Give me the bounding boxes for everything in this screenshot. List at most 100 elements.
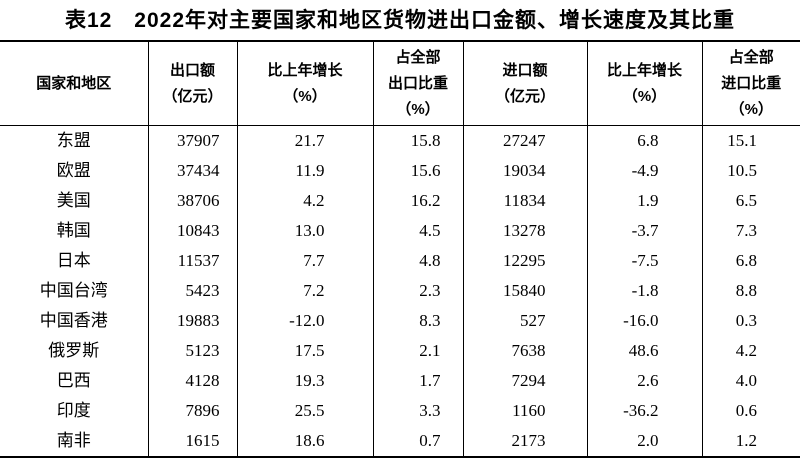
value-cell: 5423 (148, 276, 238, 306)
value-cell: 0.6 (735, 401, 757, 420)
value-cell: 4.5 (373, 216, 464, 246)
value-cell: 7.7 (237, 246, 374, 276)
value-cell: 1615 (148, 426, 238, 457)
value-cell: 12295 (463, 246, 588, 276)
value-cell: 2.3 (373, 276, 464, 306)
table-body: 东盟 37907 21.7 15.8 27247 6.8 15.1 欧盟 37434 11.9 15… (0, 125, 800, 457)
col-header-line: （%） (283, 87, 327, 105)
col-header-import-value: 进口额 （亿元） (463, 41, 588, 126)
value-cell: 13.0 (237, 216, 374, 246)
value-cell: 0.7 (373, 426, 464, 457)
value-cell: 27247 (463, 125, 588, 156)
value-cell: 7896 (148, 396, 238, 426)
table-row: 巴西 4128 19.3 1.7 7294 2.6 4.0 (0, 366, 800, 396)
value-cell: 19.3 (237, 366, 374, 396)
region-name-cell: 日本 (0, 246, 149, 276)
value-cell: 11537 (148, 246, 238, 276)
region-name-cell: 巴西 (0, 366, 149, 396)
value-cell: 1.2 (735, 431, 757, 450)
value-cell: -16.0 (587, 306, 703, 336)
value-cell: 15.6 (373, 156, 464, 186)
trade-table: 国家和地区 出口额 （亿元） 比上年增长 （%） 占全部 出口比重 （%） 进口… (0, 40, 800, 458)
col-header-line: （亿元） (494, 87, 555, 105)
region-name-cell: 中国香港 (0, 306, 149, 336)
col-header-line: 进口比重 (721, 74, 782, 92)
value-cell: 2.1 (373, 336, 464, 366)
col-header-line: 占全部 (728, 48, 774, 66)
col-header-export-share: 占全部 出口比重 （%） (373, 41, 464, 126)
value-cell: -3.7 (587, 216, 703, 246)
value-cell: 17.5 (237, 336, 374, 366)
value-cell: -1.8 (587, 276, 703, 306)
value-cell: 21.7 (237, 125, 374, 156)
value-cell: -4.9 (587, 156, 703, 186)
header-row: 国家和地区 出口额 （亿元） 比上年增长 （%） 占全部 出口比重 （%） 进口… (0, 41, 800, 126)
value-cell: 7.3 (735, 221, 757, 240)
col-header-line: 占全部 (395, 48, 441, 66)
col-header-line: （%） (396, 100, 440, 118)
table-row: 中国香港 19883 -12.0 8.3 527 -16.0 0.3 (0, 306, 800, 336)
col-header-line: （%） (622, 87, 667, 105)
table-row: 中国台湾 5423 7.2 2.3 15840 -1.8 8.8 (0, 276, 800, 306)
value-cell: 6.8 (587, 125, 703, 156)
value-cell: 37434 (148, 156, 238, 186)
value-cell: 2173 (463, 426, 588, 457)
value-cell: 4.0 (735, 371, 757, 390)
col-header-line: 出口额 (169, 61, 215, 79)
value-cell: 18.6 (237, 426, 374, 457)
value-cell: -12.0 (237, 306, 374, 336)
value-cell: 6.5 (735, 191, 757, 210)
value-cell: 48.6 (587, 336, 703, 366)
col-header-export-value: 出口额 （亿元） (148, 41, 238, 126)
value-cell: 4.2 (735, 341, 757, 360)
value-cell: 11.9 (237, 156, 374, 186)
value-cell: 10.5 (727, 161, 757, 180)
col-header-line: （%） (729, 100, 773, 118)
table-title: 表12 2022年对主要国家和地区货物进出口金额、增长速度及其比重 (64, 9, 736, 32)
table-row: 俄罗斯 5123 17.5 2.1 7638 48.6 4.2 (0, 336, 800, 366)
value-cell: 16.2 (373, 186, 464, 216)
value-cell: 11834 (463, 186, 588, 216)
value-cell: 15840 (463, 276, 588, 306)
value-cell: 1.7 (373, 366, 464, 396)
col-header-line: 进口额 (502, 61, 548, 79)
value-cell: 7.2 (237, 276, 374, 306)
value-cell: 10843 (148, 216, 238, 246)
col-header-line: 出口比重 (387, 74, 448, 92)
value-cell: 2.6 (587, 366, 703, 396)
value-cell: 13278 (463, 216, 588, 246)
value-cell: 38706 (148, 186, 238, 216)
region-name-cell: 韩国 (0, 216, 149, 246)
value-cell: 19034 (463, 156, 588, 186)
value-cell: 4.8 (373, 246, 464, 276)
col-header-line: 国家和地区 (36, 74, 112, 92)
table-row: 韩国 10843 13.0 4.5 13278 -3.7 7.3 (0, 216, 800, 246)
region-name-cell: 印度 (0, 396, 149, 426)
col-header-import-share: 占全部 进口比重 （%） (702, 41, 800, 126)
table-row: 美国 38706 4.2 16.2 11834 1.9 6.5 (0, 186, 800, 216)
value-cell: 3.3 (373, 396, 464, 426)
value-cell: 2.0 (587, 426, 703, 457)
col-header-import-growth: 比上年增长 （%） (587, 41, 703, 126)
value-cell: 1160 (463, 396, 588, 426)
value-cell: 8.3 (373, 306, 464, 336)
value-cell: 527 (463, 306, 588, 336)
value-cell: 4128 (148, 366, 238, 396)
col-header-line: 比上年增长 (267, 61, 343, 79)
region-name-cell: 南非 (0, 426, 149, 457)
region-name-cell: 欧盟 (0, 156, 149, 186)
value-cell: 0.3 (735, 311, 757, 330)
value-cell: 19883 (148, 306, 238, 336)
value-cell: 15.8 (373, 125, 464, 156)
col-header-line: （亿元） (162, 87, 223, 105)
table-row: 东盟 37907 21.7 15.8 27247 6.8 15.1 (0, 125, 800, 156)
value-cell: 7638 (463, 336, 588, 366)
value-cell: 4.2 (237, 186, 374, 216)
region-name-cell: 中国台湾 (0, 276, 149, 306)
value-cell: -36.2 (587, 396, 703, 426)
table-row: 南非 1615 18.6 0.7 2173 2.0 1.2 (0, 426, 800, 457)
region-name-cell: 东盟 (0, 125, 149, 156)
value-cell: 1.9 (587, 186, 703, 216)
value-cell: 8.8 (735, 281, 757, 300)
